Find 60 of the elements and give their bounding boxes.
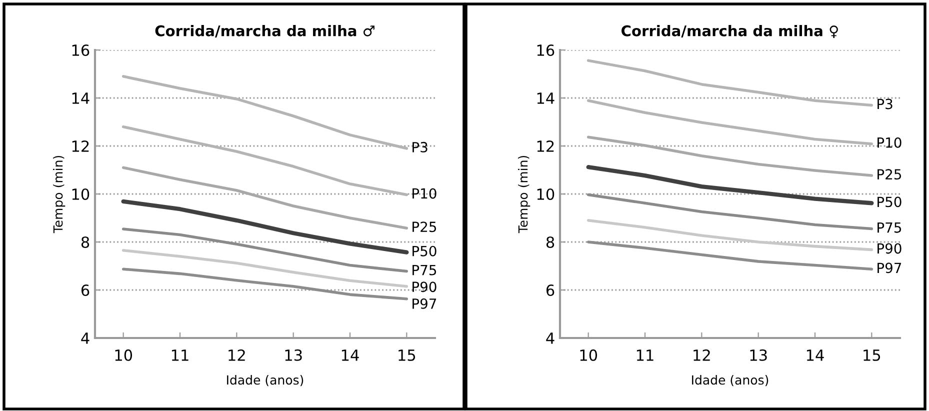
line-series	[586, 219, 874, 252]
x-tick-label: 15	[398, 350, 416, 361]
series-label: P25	[878, 169, 902, 180]
y-axis-title: Tempo (min)	[518, 156, 530, 234]
line-series	[121, 199, 409, 254]
y-axis-title: Tempo (min)	[53, 156, 66, 234]
line-series	[122, 125, 408, 196]
y-tick-label: 8	[546, 236, 554, 248]
line-series	[586, 240, 874, 271]
x-tick-label: 10	[580, 349, 598, 361]
line-series	[586, 136, 874, 177]
x-tick-label: 14	[806, 350, 824, 361]
line-series	[586, 99, 874, 146]
y-tick-label: 4	[546, 332, 554, 344]
x-tick-label: 11	[636, 350, 654, 361]
y-tick-label: 16	[537, 44, 554, 56]
x-tick-label: 12	[694, 349, 710, 361]
line-series	[122, 268, 408, 300]
chart-title: Corrida/marcha da milha ♀	[622, 25, 838, 38]
y-tick-label: 14	[537, 92, 554, 104]
series-label: P90	[412, 282, 436, 292]
y-tick-label: 10	[537, 188, 554, 200]
line-series	[586, 165, 874, 206]
y-tick-label: 6	[546, 284, 554, 296]
series-label: P97	[878, 262, 902, 274]
x-tick-label: 14	[342, 350, 359, 361]
y-tick-label: 4	[81, 332, 90, 344]
y-tick-label: 16	[72, 44, 90, 56]
chart-title: Corrida/marcha da milha ♂	[155, 25, 374, 38]
line-series	[586, 59, 874, 107]
line-series	[586, 193, 874, 230]
y-tick-label: 14	[72, 92, 90, 104]
line-series	[122, 228, 408, 273]
series-label: P97	[412, 298, 436, 309]
x-tick-label: 11	[172, 350, 188, 361]
line-series	[122, 166, 408, 230]
line-series	[122, 75, 408, 150]
x-tick-label: 15	[864, 350, 880, 361]
x-tick-label: 13	[285, 349, 302, 361]
y-tick-label: 12	[537, 140, 554, 152]
series-label: P25	[412, 222, 436, 232]
y-tick-label: 10	[72, 188, 90, 200]
series-label: P50	[878, 196, 902, 208]
series-label: P3	[878, 98, 892, 110]
series-label: P75	[878, 222, 902, 233]
y-tick-label: 8	[81, 236, 90, 248]
series-label: P3	[412, 142, 428, 152]
series-label: P50	[412, 246, 436, 256]
y-tick-label: 12	[72, 140, 89, 152]
series-label: P75	[412, 264, 436, 276]
y-tick-label: 6	[81, 284, 90, 296]
line-series	[122, 249, 408, 288]
x-tick-label: 13	[750, 349, 767, 361]
series-label: P90	[878, 243, 902, 254]
series-label: P10	[412, 188, 436, 199]
x-axis-title: Idade (anos)	[692, 375, 768, 386]
series-label: P10	[878, 137, 902, 148]
x-axis-title: Idade (anos)	[227, 375, 304, 386]
x-tick-label: 10	[115, 349, 132, 361]
x-tick-label: 12	[228, 349, 245, 361]
